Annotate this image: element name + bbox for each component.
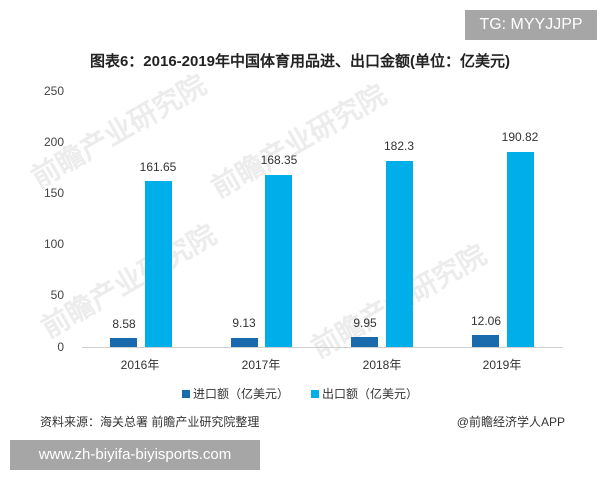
legend-label: 进口额（亿美元） — [192, 387, 289, 401]
bar-export-2018 — [386, 161, 413, 347]
legend-item-import: 进口额（亿美元） — [181, 385, 289, 402]
y-tick: 100 — [43, 237, 64, 251]
bar-import-2018 — [351, 337, 378, 347]
y-tick: 200 — [43, 135, 64, 149]
value-label: 12.06 — [470, 314, 502, 328]
value-label: 182.3 — [383, 139, 415, 153]
url-badge: www.zh-biyifa-biyisports.com — [10, 440, 260, 470]
value-label: 168.35 — [260, 153, 298, 167]
legend-swatch-icon — [311, 389, 319, 398]
bar-import-2019 — [472, 335, 499, 347]
bar-export-2019 — [507, 152, 534, 347]
legend-label: 出口额（亿美元） — [322, 387, 419, 401]
credit-note: @前瞻经济学人APP — [456, 415, 565, 429]
x-tick: 2019年 — [482, 358, 522, 372]
legend-item-export: 出口额（亿美元） — [311, 385, 418, 402]
value-label: 8.58 — [112, 317, 136, 331]
legend-swatch-icon — [181, 389, 190, 398]
bar-export-2017 — [265, 175, 292, 347]
value-label: 9.13 — [232, 316, 256, 330]
chart-title: 图表6：2016-2019年中国体育用品进、出口金额(单位：亿美元) — [89, 53, 511, 70]
x-axis-line — [82, 347, 563, 348]
x-tick: 2017年 — [241, 358, 281, 372]
bar-import-2016 — [110, 338, 137, 347]
y-tick: 50 — [50, 288, 64, 302]
y-tick: 150 — [43, 186, 64, 200]
value-label: 190.82 — [501, 130, 539, 144]
value-label: 9.95 — [353, 316, 377, 330]
y-tick: 0 — [57, 340, 64, 354]
y-tick: 250 — [43, 84, 64, 98]
bar-import-2017 — [231, 338, 258, 347]
bar-export-2016 — [145, 181, 172, 347]
value-label: 161.65 — [139, 160, 177, 174]
source-note: 资料来源：海关总署 前瞻产业研究院整理 — [40, 415, 260, 429]
x-tick: 2016年 — [120, 358, 160, 372]
legend: 进口额（亿美元） 出口额（亿美元） — [0, 385, 600, 402]
tg-badge: TG: MYYJJPP — [465, 10, 597, 40]
x-tick: 2018年 — [362, 358, 402, 372]
